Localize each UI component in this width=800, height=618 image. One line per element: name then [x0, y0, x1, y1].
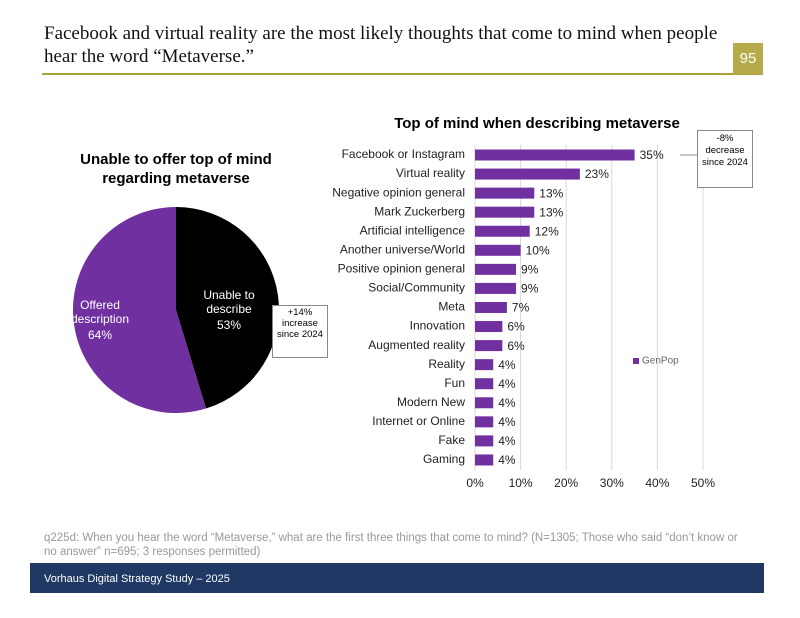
y-tick-label: Meta — [438, 300, 465, 314]
legend-swatch — [633, 358, 639, 364]
footer-bar — [30, 563, 764, 593]
bar — [475, 378, 494, 390]
bar — [475, 397, 494, 409]
slice-label: Unable to describe — [203, 288, 255, 316]
bar — [475, 435, 494, 447]
y-tick-label: Fake — [438, 433, 465, 447]
x-tick-label: 10% — [509, 476, 533, 490]
footer-text: Vorhaus Digital Strategy Study – 2025 — [44, 573, 230, 585]
y-tick-label: Facebook or Instagram — [342, 147, 465, 161]
data-label: 9% — [521, 263, 539, 277]
y-tick-label: Internet or Online — [372, 414, 465, 428]
bar — [475, 416, 494, 428]
pie-title: Unable to offer top of mind regarding me… — [80, 151, 272, 187]
data-label: 9% — [521, 282, 539, 296]
slide-title: Facebook and virtual reality are the mos… — [44, 23, 718, 67]
bar — [475, 168, 580, 180]
y-tick-label: Negative opinion general — [332, 185, 465, 199]
y-tick-label: Positive opinion general — [338, 262, 465, 276]
bar — [475, 225, 530, 237]
x-tick-label: 30% — [600, 476, 624, 490]
bar — [475, 301, 507, 313]
y-tick-label: Reality — [428, 357, 465, 371]
y-tick-label: Artificial intelligence — [360, 223, 466, 237]
pie-slice — [176, 207, 279, 409]
data-label: 12% — [535, 224, 559, 238]
page-number-box — [733, 43, 763, 74]
data-label: 4% — [498, 396, 516, 410]
data-label: 4% — [498, 377, 516, 391]
bar-callout: -8% decrease since 2024 — [697, 130, 753, 188]
pie-slice — [72, 207, 206, 413]
data-label: 6% — [507, 320, 525, 334]
slice-label: Offered description — [70, 298, 130, 326]
slice-value: 53% — [216, 318, 242, 332]
data-label: 13% — [539, 186, 563, 200]
x-tick-label: 0% — [466, 476, 484, 490]
footnote: q225d: When you hear the word “Metaverse… — [44, 532, 738, 558]
data-label: 7% — [512, 301, 530, 315]
y-tick-label: Mark Zuckerberg — [374, 204, 465, 218]
data-label: 4% — [498, 415, 516, 429]
slice-value: 64% — [87, 328, 113, 342]
bar — [475, 187, 535, 199]
bar — [475, 454, 494, 466]
data-label: 35% — [640, 148, 664, 162]
bar — [475, 282, 517, 294]
pie-callout: +14% increase since 2024 — [272, 305, 328, 358]
bar — [475, 244, 521, 256]
y-tick-label: Modern New — [397, 395, 465, 409]
data-label: 4% — [498, 434, 516, 448]
bar-title: Top of mind when describing metaverse — [394, 115, 680, 132]
bar — [475, 263, 517, 275]
data-label: 23% — [585, 167, 609, 181]
data-label: 4% — [498, 358, 516, 372]
y-tick-label: Gaming — [423, 452, 465, 466]
bar — [475, 149, 635, 161]
y-tick-label: Innovation — [410, 319, 465, 333]
y-tick-label: Social/Community — [368, 281, 465, 295]
data-label: 10% — [526, 243, 550, 257]
data-label: 13% — [539, 205, 563, 219]
x-tick-label: 50% — [691, 476, 715, 490]
bar — [475, 340, 503, 352]
y-tick-label: Fun — [444, 376, 465, 390]
bar — [475, 206, 535, 218]
x-tick-label: 40% — [645, 476, 669, 490]
y-tick-label: Virtual reality — [396, 166, 465, 180]
data-label: 4% — [498, 453, 516, 467]
page-number: 95 — [740, 50, 757, 67]
y-tick-label: Augmented reality — [368, 338, 465, 352]
y-tick-label: Another universe/World — [340, 242, 465, 256]
data-label: 6% — [507, 339, 525, 353]
bar — [475, 359, 494, 371]
x-tick-label: 20% — [554, 476, 578, 490]
legend-label: GenPop — [642, 356, 679, 367]
bar — [475, 321, 503, 333]
